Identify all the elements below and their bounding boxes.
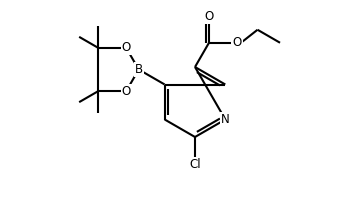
Text: O: O <box>121 41 131 54</box>
Text: O: O <box>232 36 241 49</box>
Text: O: O <box>204 10 214 23</box>
Text: B: B <box>135 63 143 76</box>
Text: N: N <box>221 113 230 126</box>
Text: O: O <box>121 85 131 98</box>
Text: Cl: Cl <box>189 158 201 170</box>
